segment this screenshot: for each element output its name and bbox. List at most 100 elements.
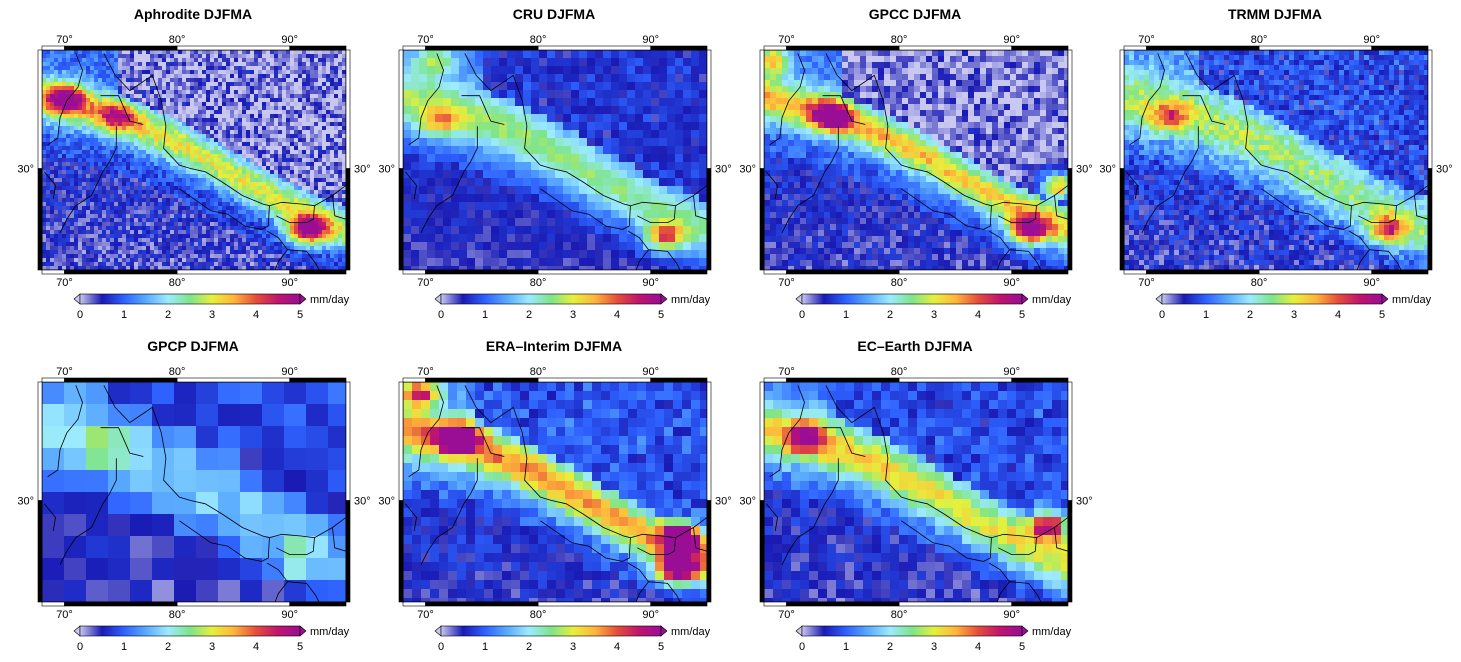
heatmap-cell [150, 218, 155, 223]
heatmap-cell [70, 162, 75, 167]
heatmap-cell [170, 266, 175, 270]
heatmap-cell [90, 150, 95, 155]
heatmap-cell [118, 126, 123, 131]
heatmap-cell [322, 162, 327, 167]
heatmap-cell [282, 214, 287, 219]
heatmap-cell [198, 94, 203, 99]
heatmap-cell [118, 210, 123, 215]
heatmap-cell [314, 70, 319, 75]
heatmap-cell [226, 190, 231, 195]
heatmap-cell [254, 198, 259, 203]
heatmap-cell [306, 218, 311, 223]
heatmap-cell [326, 66, 331, 71]
heatmap-cell [190, 186, 195, 191]
heatmap-cell [579, 50, 588, 59]
heatmap-cell [46, 66, 51, 71]
heatmap-cell [246, 234, 251, 239]
heatmap-cell [46, 98, 51, 103]
heatmap-cell [122, 158, 127, 163]
heatmap-cell [110, 86, 115, 91]
heatmap-cell [262, 94, 267, 99]
heatmap-cell [563, 98, 572, 107]
heatmap-cell [627, 130, 636, 139]
heatmap-cell [190, 114, 195, 119]
heatmap-cell [314, 50, 319, 55]
heatmap-cell [475, 202, 484, 211]
heatmap-cell [78, 190, 83, 195]
heatmap-cell [298, 266, 303, 270]
heatmap-cell [403, 162, 412, 171]
heatmap-cell [78, 178, 83, 183]
heatmap-cell [94, 94, 99, 99]
heatmap-cell [266, 54, 271, 59]
heatmap-cell [286, 186, 291, 191]
heatmap-cell [138, 130, 143, 135]
heatmap-cell [491, 138, 500, 147]
heatmap-cell [483, 170, 492, 179]
heatmap-cell [70, 198, 75, 203]
heatmap-cell [114, 266, 119, 270]
heatmap-cell [306, 70, 311, 75]
heatmap-cell [42, 214, 47, 219]
lat-tick-label-left: 30° [17, 163, 34, 175]
heatmap-cell [338, 86, 343, 91]
heatmap-cell [595, 82, 604, 91]
heatmap-cell [130, 74, 135, 79]
heatmap-cell [114, 158, 119, 163]
heatmap-cell [338, 198, 343, 203]
heatmap-cell [142, 130, 147, 135]
heatmap-cell [667, 186, 676, 195]
heatmap-cell [230, 222, 235, 227]
heatmap-cell [270, 130, 275, 135]
heatmap-cell [142, 246, 147, 251]
heatmap-cell [70, 54, 75, 59]
heatmap-cell [547, 162, 556, 171]
heatmap-cell [306, 258, 311, 263]
heatmap-cell [310, 242, 315, 247]
heatmap-cell [222, 138, 227, 143]
heatmap-cell [523, 82, 532, 91]
heatmap-cell [555, 50, 564, 59]
heatmap-cell [118, 94, 123, 99]
heatmap-cell [190, 78, 195, 83]
heatmap-cell [238, 114, 243, 119]
heatmap-cell [206, 86, 211, 91]
heatmap-cell [98, 86, 103, 91]
heatmap-cell [82, 186, 87, 191]
heatmap-cell [142, 62, 147, 67]
heatmap-cell [254, 238, 259, 243]
heatmap-cell [66, 162, 71, 167]
heatmap-cell [58, 118, 63, 123]
heatmap-cell [262, 182, 267, 187]
heatmap-cell [162, 66, 167, 71]
heatmap-cell [274, 138, 279, 143]
heatmap-cell [266, 266, 271, 270]
heatmap-cell [58, 266, 63, 270]
heatmap-cell [166, 50, 171, 55]
heatmap-cell [178, 226, 183, 231]
heatmap-cell [286, 90, 291, 95]
heatmap-cell [154, 250, 159, 255]
heatmap-cell [282, 210, 287, 215]
heatmap-cell [254, 202, 259, 207]
heatmap-cell [178, 186, 183, 191]
heatmap-cell [282, 106, 287, 111]
heatmap-cell [198, 182, 203, 187]
heatmap-cell [238, 214, 243, 219]
heatmap-cell [142, 234, 147, 239]
heatmap-cell [126, 186, 131, 191]
heatmap-cell [443, 202, 452, 211]
heatmap-cell [258, 190, 263, 195]
heatmap-cell [334, 206, 339, 211]
heatmap-cell [326, 246, 331, 251]
heatmap-cell [58, 174, 63, 179]
heatmap-cell [70, 66, 75, 71]
heatmap-cell [278, 214, 283, 219]
heatmap-cell [651, 194, 660, 203]
heatmap-cell [150, 54, 155, 59]
heatmap-cell [555, 186, 564, 195]
heatmap-cell [254, 230, 259, 235]
heatmap-cell [230, 170, 235, 175]
heatmap-cell [170, 222, 175, 227]
heatmap-cell [98, 234, 103, 239]
